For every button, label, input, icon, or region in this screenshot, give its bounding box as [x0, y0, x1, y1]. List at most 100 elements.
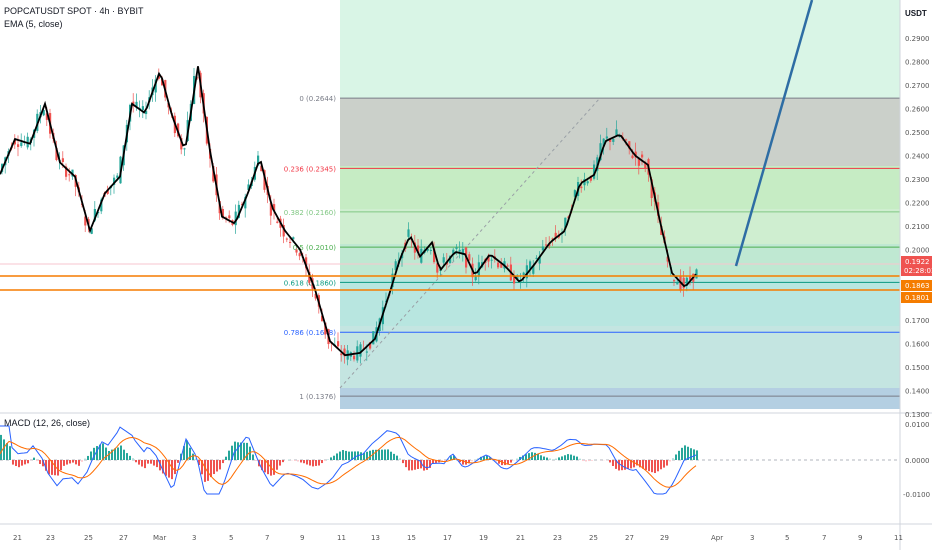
histogram-bar	[582, 460, 584, 462]
candle-body	[522, 272, 525, 275]
histogram-bar	[693, 449, 695, 460]
macd-axis[interactable]: 0.0100 0.0000 -0.0100	[903, 421, 930, 499]
candle-body	[289, 241, 292, 243]
histogram-bar	[264, 460, 266, 473]
fib-level-label: 1 (0.1376)	[299, 393, 336, 401]
candle-body	[516, 275, 519, 280]
time-axis[interactable]: 21 23 25 27 Mar 3 5 7 9 11 13 15 17 19 21 23 25 27 29 Apr 3 5…	[13, 534, 903, 542]
histogram-bar	[273, 460, 275, 475]
histogram-bar	[390, 451, 392, 460]
histogram-bar	[3, 439, 5, 460]
histogram-bar	[162, 460, 164, 474]
histogram-bar	[480, 456, 482, 460]
candle-body	[583, 179, 586, 186]
histogram-bar	[417, 460, 419, 469]
histogram-bar	[66, 460, 68, 465]
histogram-bar	[309, 460, 311, 466]
histogram-bar	[387, 449, 389, 460]
histogram-bar	[207, 460, 209, 481]
histogram-bar	[573, 455, 575, 460]
candle-body	[145, 110, 148, 115]
histogram-bar	[39, 460, 41, 464]
histogram-bar	[42, 460, 44, 467]
histogram-bar	[648, 460, 650, 472]
histogram-bar	[93, 447, 95, 460]
candle-body	[628, 141, 631, 149]
histogram-bar	[525, 454, 527, 460]
histogram-bar	[204, 460, 206, 482]
ema-line	[0, 66, 697, 357]
price-tick: 0.1700	[905, 317, 930, 325]
time-tick: 7	[265, 534, 269, 542]
histogram-bar	[690, 448, 692, 460]
histogram-bar	[231, 445, 233, 460]
candle-body	[615, 129, 618, 137]
histogram-bar	[399, 458, 401, 460]
candle-body	[154, 79, 157, 93]
histogram-bar	[516, 458, 518, 460]
histogram-bar	[555, 458, 557, 460]
candle-body	[625, 139, 628, 141]
candle-body	[298, 253, 301, 257]
fib-level-label: 0.786 (0.1648)	[284, 329, 336, 337]
histogram-bar	[558, 457, 560, 460]
histogram-bar	[384, 449, 386, 460]
histogram-bar	[339, 451, 341, 460]
histogram-bar	[225, 456, 227, 460]
ema-legend[interactable]: EMA (5, close)	[4, 19, 63, 29]
histogram-bar	[297, 460, 299, 462]
fib-zone-786-1	[340, 326, 900, 388]
candle-body	[292, 237, 295, 240]
fib-trend-line[interactable]	[339, 97, 601, 389]
candle-body	[180, 137, 183, 150]
histogram-bar	[567, 454, 569, 460]
signal-line	[0, 436, 697, 488]
histogram-bar	[660, 460, 662, 470]
candle-body	[135, 101, 138, 107]
projection-trend-line[interactable]	[734, 0, 814, 267]
candle-body	[461, 248, 464, 255]
histogram-bar	[120, 445, 122, 460]
candle-body	[689, 275, 692, 280]
histogram-bar	[654, 460, 656, 474]
histogram-bar	[672, 458, 674, 460]
histogram-bar	[189, 447, 191, 460]
fib-zone-top	[340, 0, 900, 98]
candle-body	[644, 162, 647, 169]
histogram-bar	[546, 457, 548, 460]
candle-body	[269, 202, 272, 216]
histogram-bar	[234, 441, 236, 460]
price-tick: 0.2900	[905, 35, 930, 43]
histogram-bar	[276, 460, 278, 470]
candle-body	[554, 232, 557, 238]
price-axis[interactable]: 0.2900 0.2800 0.2700 0.2600 0.2500 0.2400 0.23…	[905, 35, 930, 419]
symbol-title[interactable]: POPCATUSDT SPOT · 4h · BYBIT	[4, 6, 144, 16]
histogram-bar	[306, 460, 308, 465]
candle-body	[673, 280, 676, 282]
macd-tick: 0.0000	[905, 457, 930, 465]
time-tick: 9	[300, 534, 304, 542]
candle-body	[666, 256, 669, 262]
histogram-bar	[522, 455, 524, 460]
histogram-bar	[579, 458, 581, 460]
candle-body	[593, 164, 596, 179]
candle-body	[308, 271, 311, 283]
candle-body	[247, 184, 250, 191]
histogram-bar	[561, 456, 563, 460]
histogram-bar	[324, 460, 326, 462]
candle-body	[113, 177, 116, 186]
histogram-bar	[153, 460, 155, 466]
histogram-bar	[300, 460, 302, 463]
time-tick: 9	[858, 534, 862, 542]
macd-legend[interactable]: MACD (12, 26, close)	[4, 418, 91, 428]
candle-body	[141, 106, 144, 111]
histogram-bar	[87, 455, 89, 460]
candle-body	[631, 155, 634, 159]
macd-line	[0, 425, 697, 495]
histogram-bar	[210, 460, 212, 478]
histogram-bar	[0, 434, 2, 460]
histogram-bar	[261, 460, 263, 471]
histogram-bar	[483, 456, 485, 460]
time-tick: 13	[371, 534, 380, 542]
